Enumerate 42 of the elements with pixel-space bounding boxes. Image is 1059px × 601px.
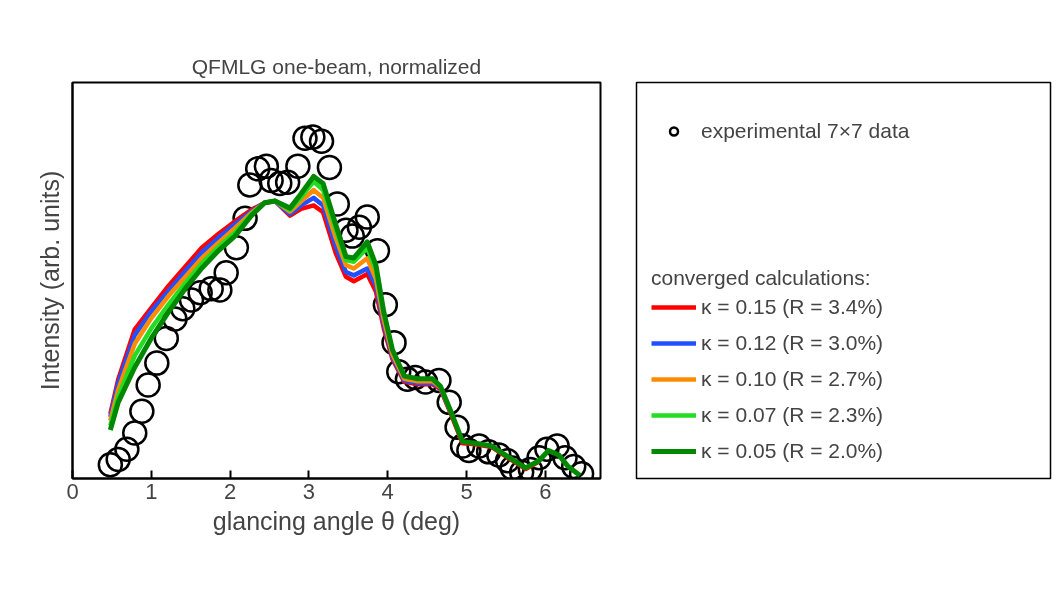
legend-label: κ = 0.12 (R = 3.0%) bbox=[701, 331, 884, 355]
legend-label: κ = 0.10 (R = 2.7%) bbox=[701, 367, 884, 391]
legend-title: converged calculations: bbox=[651, 266, 872, 290]
point bbox=[316, 154, 343, 181]
point bbox=[135, 372, 161, 398]
point bbox=[105, 446, 131, 473]
point bbox=[213, 259, 239, 286]
legend-label: κ = 0.07 (R = 2.3%) bbox=[701, 403, 884, 427]
x-tick-label: 3 bbox=[302, 478, 316, 504]
point bbox=[237, 172, 263, 198]
point bbox=[300, 124, 326, 150]
point bbox=[258, 167, 284, 194]
x-axis-title: glancing angle θ (deg) bbox=[212, 506, 461, 535]
point bbox=[244, 156, 271, 182]
point bbox=[308, 128, 335, 154]
chart-title: QFMLG one-beam, normalized bbox=[191, 54, 482, 78]
point bbox=[253, 153, 280, 179]
legend-label: κ = 0.05 (R = 2.0%) bbox=[701, 439, 884, 463]
x-tick-label: 2 bbox=[223, 478, 237, 504]
point bbox=[207, 277, 233, 303]
point bbox=[285, 153, 311, 179]
point bbox=[267, 170, 293, 197]
y-axis-title: Intensity (arb. units) bbox=[35, 170, 64, 391]
point bbox=[97, 452, 124, 478]
point bbox=[198, 275, 224, 302]
point bbox=[114, 436, 140, 462]
x-tick-label: 5 bbox=[460, 478, 473, 504]
legend-label: κ = 0.15 (R = 3.4%) bbox=[701, 295, 884, 319]
point bbox=[292, 125, 318, 151]
point bbox=[129, 398, 155, 424]
point bbox=[144, 350, 170, 376]
legend-label: experimental 7×7 data bbox=[701, 119, 910, 143]
x-tick-label: 1 bbox=[145, 478, 158, 504]
x-tick-label: 6 bbox=[539, 478, 552, 504]
point bbox=[274, 169, 301, 195]
point bbox=[354, 204, 380, 230]
point bbox=[346, 214, 373, 240]
x-tick-label: 0 bbox=[66, 478, 79, 504]
x-tick-label: 4 bbox=[381, 478, 394, 504]
point bbox=[122, 420, 148, 446]
point bbox=[187, 280, 213, 306]
point bbox=[560, 453, 587, 479]
